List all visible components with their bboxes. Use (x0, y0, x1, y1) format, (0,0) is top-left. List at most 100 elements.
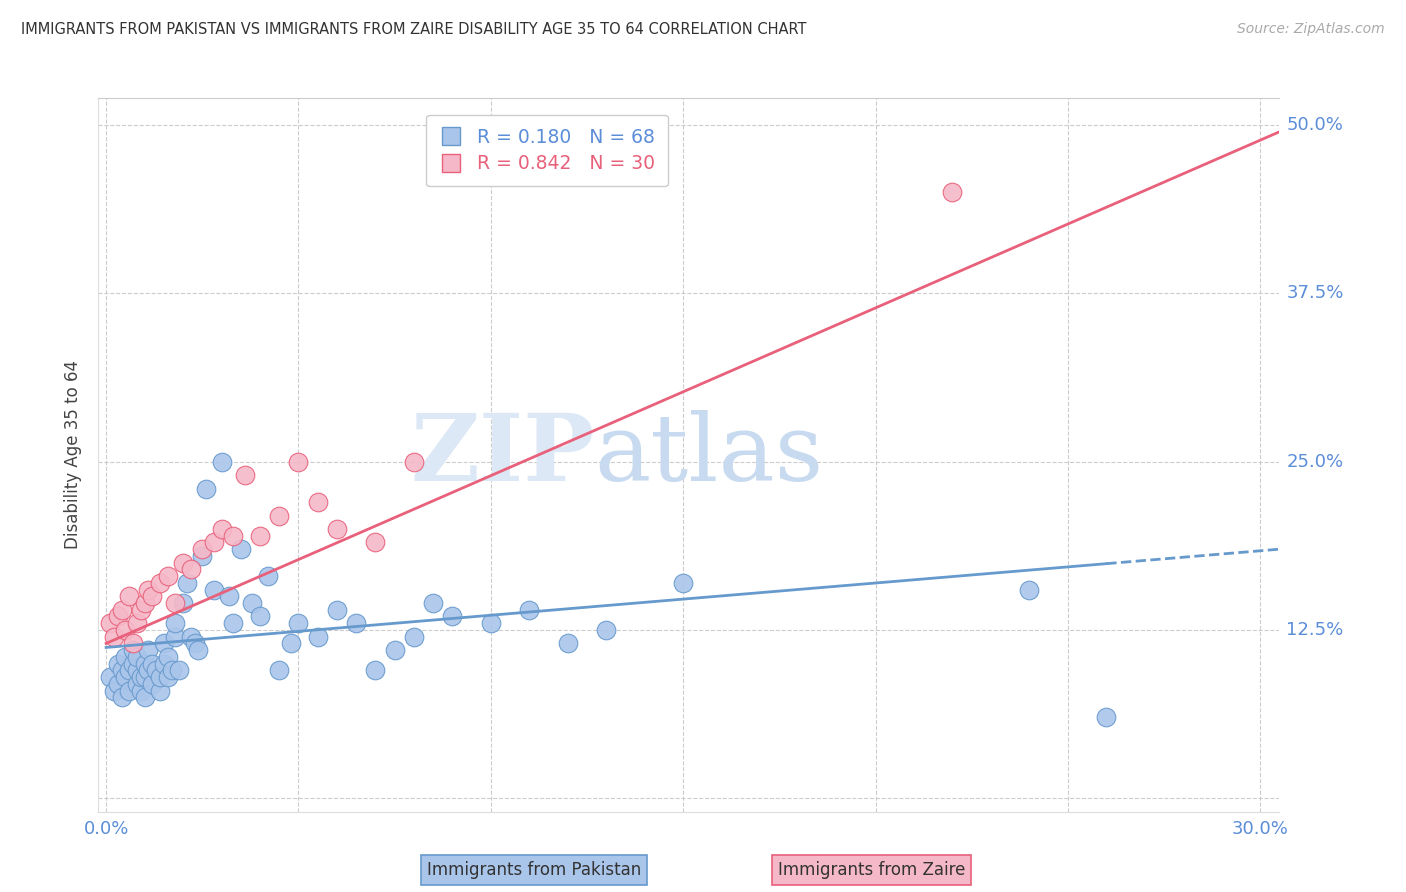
Point (141, 657, 163, 671)
Point (187, 643, 209, 657)
Point (180, 562, 202, 576)
Point (107, 677, 129, 691)
Point (672, 575, 695, 590)
Point (402, 630, 425, 644)
Point (103, 630, 125, 644)
Point (125, 649, 148, 664)
Point (134, 596, 156, 610)
Point (941, 186, 963, 200)
Point (326, 603, 349, 617)
Point (287, 455, 309, 469)
Point (557, 636, 579, 650)
Point (183, 636, 205, 650)
Text: Source: ZipAtlas.com: Source: ZipAtlas.com (1237, 22, 1385, 37)
Text: IMMIGRANTS FROM PAKISTAN VS IMMIGRANTS FROM ZAIRE DISABILITY AGE 35 TO 64 CORREL: IMMIGRANTS FROM PAKISTAN VS IMMIGRANTS F… (21, 22, 807, 37)
Point (307, 630, 329, 644)
Point (517, 603, 540, 617)
Point (103, 683, 125, 698)
Point (307, 495, 329, 509)
Point (595, 623, 617, 637)
Point (134, 657, 156, 671)
Text: ZIP: ZIP (411, 410, 595, 500)
Point (165, 596, 187, 610)
Point (249, 529, 271, 543)
Point (125, 616, 148, 631)
Text: Immigrants from Zaire: Immigrants from Zaire (778, 861, 966, 879)
Text: atlas: atlas (595, 410, 824, 500)
Point (138, 664, 160, 678)
Point (218, 589, 240, 603)
Point (98, 670, 121, 684)
Point (138, 643, 160, 657)
Point (202, 535, 225, 549)
Point (229, 542, 252, 557)
Point (156, 670, 179, 684)
Point (222, 616, 245, 631)
Point (165, 616, 187, 631)
Point (122, 643, 145, 657)
Point (156, 649, 179, 664)
Point (280, 636, 302, 650)
Point (153, 636, 176, 650)
Point (134, 690, 156, 705)
Point (195, 482, 218, 496)
Point (269, 508, 291, 523)
Point (138, 582, 160, 597)
Point (176, 575, 198, 590)
Point (141, 677, 163, 691)
Point (129, 683, 152, 698)
Point (191, 542, 214, 557)
Point (172, 556, 194, 570)
Point (122, 636, 145, 650)
Point (211, 455, 233, 469)
Point (287, 616, 309, 631)
Point (118, 683, 141, 698)
Text: Immigrants from Pakistan: Immigrants from Pakistan (427, 861, 641, 879)
Text: 50.0%: 50.0% (1286, 116, 1343, 134)
Point (129, 603, 152, 617)
Text: 25.0%: 25.0% (1286, 452, 1344, 471)
Point (249, 609, 271, 624)
Point (149, 670, 172, 684)
Point (269, 664, 291, 678)
Point (202, 582, 225, 597)
Point (110, 690, 132, 705)
Point (384, 643, 406, 657)
Point (172, 596, 194, 610)
Point (422, 596, 444, 610)
Text: 12.5%: 12.5% (1286, 621, 1344, 639)
Point (145, 664, 167, 678)
Point (114, 649, 136, 664)
Point (364, 664, 387, 678)
Point (344, 616, 367, 631)
Point (129, 670, 152, 684)
Point (125, 677, 148, 691)
Point (233, 468, 256, 483)
Legend: R = 0.180   N = 68, R = 0.842   N = 30: R = 0.180 N = 68, R = 0.842 N = 30 (426, 115, 668, 186)
Point (141, 589, 163, 603)
Point (125, 664, 148, 678)
Point (107, 609, 129, 624)
Text: 37.5%: 37.5% (1286, 285, 1344, 302)
Point (110, 603, 132, 617)
Point (160, 664, 183, 678)
Point (114, 623, 136, 637)
Point (441, 609, 464, 624)
Point (156, 569, 179, 583)
Point (1018, 582, 1040, 597)
Point (180, 630, 202, 644)
Point (149, 683, 172, 698)
Point (191, 549, 214, 563)
Point (256, 569, 278, 583)
Point (222, 529, 245, 543)
Point (153, 657, 176, 671)
Point (211, 522, 233, 536)
Point (326, 522, 349, 536)
Y-axis label: Disability Age 35 to 64: Disability Age 35 to 64 (65, 360, 83, 549)
Point (107, 657, 129, 671)
Point (167, 664, 190, 678)
Point (118, 589, 141, 603)
Point (364, 535, 387, 549)
Point (122, 657, 145, 671)
Point (402, 455, 425, 469)
